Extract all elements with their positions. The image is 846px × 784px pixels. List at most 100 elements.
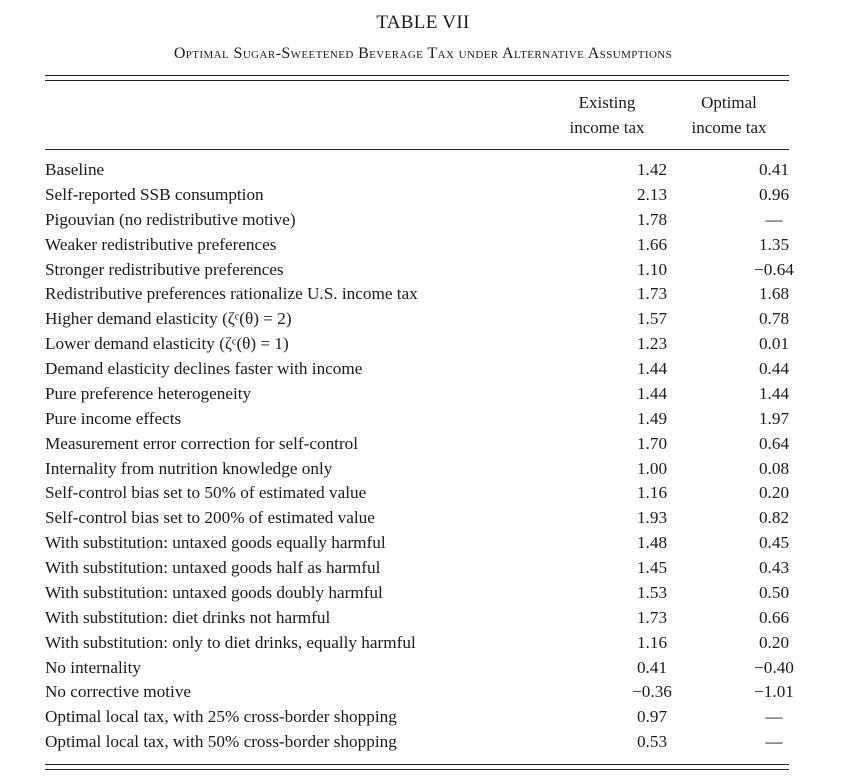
table-row: Stronger redistributive preferences 1.10 −… [45,258,794,283]
row-label: With substitution: untaxed goods equally… [45,533,386,553]
row-label: Self-reported SSB consumption [45,184,264,204]
cell-existing-income-tax: 1.23 [636,334,668,354]
cell-existing-income-tax: 1.10 [636,259,668,279]
cell-existing-income-tax: 0.41 [636,657,668,677]
row-label: With substitution: diet drinks not harmf… [45,607,331,627]
row-label: Optimal local tax, with 50% cross-border… [45,732,397,752]
row-label: Pure income effects [45,408,182,428]
column-header-optimal-line2: income tax [691,118,767,137]
row-label: Pigouvian (no redistributive motive) [45,209,296,229]
cell-existing-income-tax: 1.66 [636,234,668,254]
cell-existing-income-tax: 1.44 [636,359,668,378]
cell-optimal-income-tax: 1.44 [758,383,790,403]
table-row: Weaker redistributive preferences 1.66 1.3… [45,233,789,258]
row-label: Redistributive preferences rationalize U… [45,284,418,304]
row-label: Lower demand elasticity (ζᶜ(θ) = 1) [45,334,289,354]
cell-existing-income-tax: 1.78 [636,209,668,229]
cell-existing-income-tax: 1.73 [636,284,668,304]
cell-optimal-income-tax: −1.01 [754,682,794,702]
column-header-optimal-line1: Optimal [701,93,757,112]
row-label: Self-control bias set to 50% of estimate… [45,483,367,503]
cell-existing-income-tax: 1.73 [636,607,668,627]
column-header-existing-line1: Existing [578,93,636,112]
cell-optimal-income-tax: 0.43 [758,558,790,577]
table-row: Optimal local tax, with 25% cross-border… [45,705,789,730]
table-row: Lower demand elasticity (ζᶜ(θ) = 1) 1.23 0… [45,332,789,357]
cell-optimal-income-tax: 0.50 [758,582,790,602]
row-label: Measurement error correction for self-co… [45,433,359,453]
table-title: TABLE VII [376,12,470,33]
cell-optimal-income-tax: — [765,707,783,727]
cell-existing-income-tax: −0.36 [632,682,672,702]
table-row: Internality from nutrition knowledge onl… [45,457,789,482]
cell-optimal-income-tax: 0.82 [758,508,790,528]
cell-optimal-income-tax: 0.20 [758,632,790,652]
cell-optimal-income-tax: — [765,209,783,229]
row-label: Pure preference heterogeneity [45,383,252,403]
bottom-rule-1 [45,764,789,765]
cell-optimal-income-tax: 0.45 [758,533,790,553]
cell-optimal-income-tax: 0.64 [758,433,790,453]
cell-optimal-income-tax: 0.01 [758,334,790,354]
cell-existing-income-tax: 1.70 [636,433,668,453]
cell-existing-income-tax: 1.93 [636,508,668,528]
top-rule-1 [45,75,789,76]
cell-optimal-income-tax: 0.41 [758,160,790,179]
row-label: With substitution: untaxed goods half as… [45,558,381,577]
table-row: With substitution: only to diet drinks, … [45,631,789,656]
row-label: Stronger redistributive preferences [45,259,284,279]
table-row: Baseline 1.42 0.41 [45,158,789,183]
cell-existing-income-tax: 1.44 [636,383,668,403]
cell-existing-income-tax: 0.97 [636,707,668,727]
cell-existing-income-tax: 1.00 [636,458,668,478]
cell-existing-income-tax: 1.16 [636,483,668,503]
cell-optimal-income-tax: — [765,732,783,752]
cell-existing-income-tax: 1.49 [636,408,668,428]
row-label: Demand elasticity declines faster with i… [45,359,363,378]
table-row: Pure income effects 1.49 1.97 [45,407,789,432]
row-label: With substitution: only to diet drinks, … [45,632,416,652]
row-label: Higher demand elasticity (ζᶜ(θ) = 2) [45,309,292,329]
row-label: Internality from nutrition knowledge onl… [45,458,333,478]
table-body: Baseline 1.42 0.41 Self-reported SSB consum… [45,158,794,755]
row-label: Weaker redistributive preferences [45,234,277,254]
table-row: Self-control bias set to 50% of estimate… [45,481,789,506]
column-header-existing: Existing income tax [547,90,667,140]
cell-existing-income-tax: 1.53 [636,582,668,602]
table-row: With substitution: untaxed goods half as… [45,556,789,581]
table-row: No internality 0.41 −0.40 [45,656,794,681]
table-row: Pigouvian (no redistributive motive) 1.78… [45,208,789,233]
cell-optimal-income-tax: −0.64 [754,259,794,279]
cell-optimal-income-tax: 0.20 [758,483,790,503]
table-row: Self-control bias set to 200% of estimat… [45,506,789,531]
cell-existing-income-tax: 1.42 [636,160,668,179]
cell-optimal-income-tax: −0.40 [754,657,794,677]
cell-optimal-income-tax: 0.78 [758,309,790,329]
table-row: With substitution: diet drinks not harmf… [45,606,789,631]
column-header-existing-line2: income tax [569,118,645,137]
row-label: Self-control bias set to 200% of estimat… [45,508,375,528]
table-row: Higher demand elasticity (ζᶜ(θ) = 2) 1.57… [45,307,789,332]
table-subtitle: Optimal Sugar-Sweetened Beverage Tax und… [173,45,673,62]
table-row: Optimal local tax, with 50% cross-border… [45,730,789,755]
cell-optimal-income-tax: 1.68 [758,284,790,304]
bottom-rule-2 [45,769,789,770]
row-label: Optimal local tax, with 25% cross-border… [45,707,397,727]
cell-optimal-income-tax: 0.08 [758,458,790,478]
table-row: No corrective motive −0.36 −1.01 [45,680,794,705]
row-label: With substitution: untaxed goods doubly … [45,582,383,602]
table-row: Self-reported SSB consumption 2.13 0.96 [45,183,789,208]
cell-existing-income-tax: 1.45 [636,558,668,577]
table-row: Measurement error correction for self-co… [45,432,789,457]
cell-optimal-income-tax: 0.44 [758,359,790,378]
row-label: No internality [45,657,141,677]
table-row: Pure preference heterogeneity 1.44 1.44 [45,382,789,407]
cell-optimal-income-tax: 0.66 [758,607,790,627]
cell-optimal-income-tax: 1.97 [758,408,790,428]
header-rule [45,149,789,150]
cell-existing-income-tax: 0.53 [636,732,668,752]
top-rule-2 [45,80,789,81]
column-header-optimal: Optimal income tax [669,90,789,140]
cell-existing-income-tax: 1.16 [636,632,668,652]
row-label: No corrective motive [45,682,192,702]
